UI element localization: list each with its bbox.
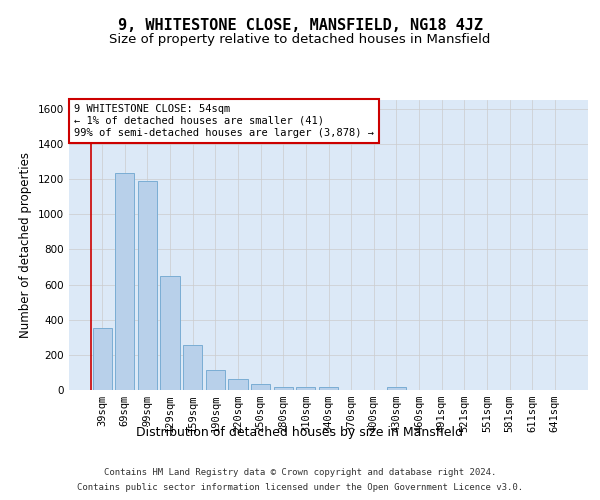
Y-axis label: Number of detached properties: Number of detached properties xyxy=(19,152,32,338)
Text: 9, WHITESTONE CLOSE, MANSFIELD, NG18 4JZ: 9, WHITESTONE CLOSE, MANSFIELD, NG18 4JZ xyxy=(118,18,482,32)
Text: Size of property relative to detached houses in Mansfield: Size of property relative to detached ho… xyxy=(109,32,491,46)
Bar xyxy=(274,387,293,390)
Text: Distribution of detached houses by size in Mansfield: Distribution of detached houses by size … xyxy=(137,426,464,439)
Bar xyxy=(229,378,248,390)
Bar xyxy=(251,384,270,390)
Bar xyxy=(319,388,338,390)
Bar xyxy=(92,328,112,390)
Bar xyxy=(115,173,134,390)
Text: 9 WHITESTONE CLOSE: 54sqm
← 1% of detached houses are smaller (41)
99% of semi-d: 9 WHITESTONE CLOSE: 54sqm ← 1% of detach… xyxy=(74,104,374,138)
Bar xyxy=(296,387,316,390)
Bar xyxy=(183,345,202,390)
Text: Contains public sector information licensed under the Open Government Licence v3: Contains public sector information licen… xyxy=(77,483,523,492)
Bar xyxy=(138,181,157,390)
Bar xyxy=(206,370,225,390)
Text: Contains HM Land Registry data © Crown copyright and database right 2024.: Contains HM Land Registry data © Crown c… xyxy=(104,468,496,477)
Bar xyxy=(387,388,406,390)
Bar xyxy=(160,276,180,390)
